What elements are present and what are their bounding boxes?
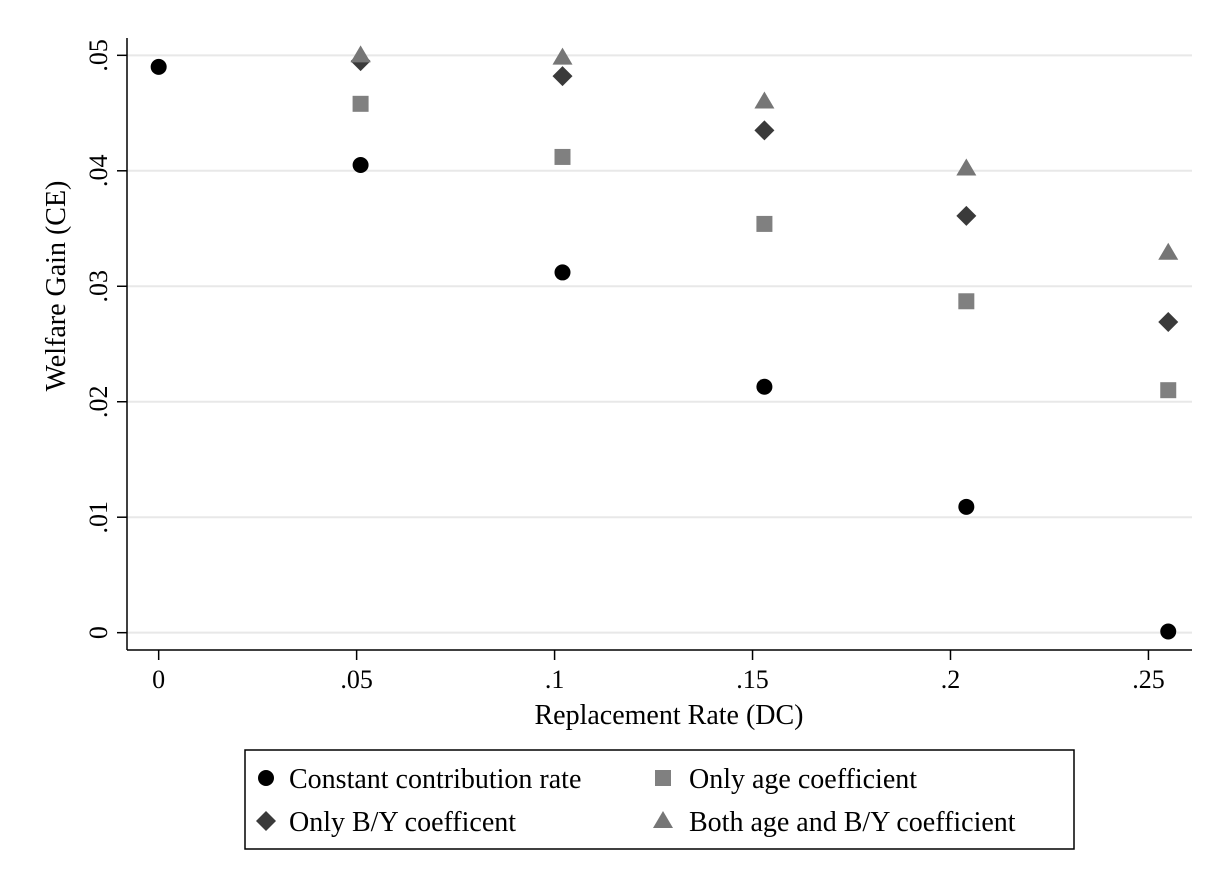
data-point-triangle	[552, 47, 573, 65]
data-point-triangle	[350, 45, 371, 63]
data-point-circle	[1160, 623, 1177, 640]
legend-label: Only age coefficient	[689, 764, 917, 795]
data-point-diamond	[552, 66, 573, 87]
legend-label: Constant contribution rate	[289, 764, 581, 795]
legend-box	[244, 749, 1075, 850]
data-point-square	[958, 293, 975, 310]
data-point-square	[352, 95, 369, 112]
legend: Constant contribution rate Only age coeff…	[244, 749, 1075, 850]
data-point-square	[1160, 382, 1177, 399]
y-axis-label: Welfare Gain (CE)	[41, 181, 72, 392]
x-tick-label: .2	[941, 665, 961, 694]
data-point-circle	[352, 157, 369, 174]
data-points	[150, 45, 1179, 640]
data-point-triangle	[754, 91, 775, 109]
data-point-diamond	[1158, 312, 1179, 333]
x-tick-label: .15	[736, 665, 769, 694]
y-tick-label: 0	[84, 626, 113, 639]
y-tick-label: .03	[84, 270, 113, 303]
y-tick-label: .05	[84, 39, 113, 72]
x-tick-label: .25	[1132, 665, 1165, 694]
axes: 0 .01 .02 .03 .04 .05 0 .05 .1 .15 .2 .25	[84, 38, 1192, 694]
data-point-triangle	[956, 158, 977, 176]
y-tick-label: .02	[84, 385, 113, 418]
y-tick-label: .04	[84, 155, 113, 188]
data-point-circle	[150, 58, 167, 75]
data-point-diamond	[956, 205, 977, 226]
data-point-circle	[554, 264, 571, 281]
data-point-square	[554, 148, 571, 165]
y-tick-label: .01	[84, 501, 113, 534]
grid-lines	[127, 54, 1192, 634]
data-point-circle	[958, 498, 975, 515]
x-axis-label: Replacement Rate (DC)	[534, 700, 803, 731]
x-tick-label: .1	[545, 665, 565, 694]
legend-marker-square	[655, 770, 671, 786]
x-tick-label: 0	[152, 665, 165, 694]
legend-marker-circle	[258, 770, 274, 786]
legend-marker-diamond	[256, 811, 276, 831]
legend-marker-triangle	[653, 811, 673, 828]
x-tick-label: .05	[340, 665, 373, 694]
data-point-triangle	[1158, 242, 1179, 260]
data-point-diamond	[754, 120, 775, 141]
legend-label: Only B/Y coefficent	[289, 807, 516, 838]
data-point-square	[756, 215, 773, 232]
legend-label: Both age and B/Y coefficient	[689, 807, 1016, 838]
data-point-circle	[756, 378, 773, 395]
